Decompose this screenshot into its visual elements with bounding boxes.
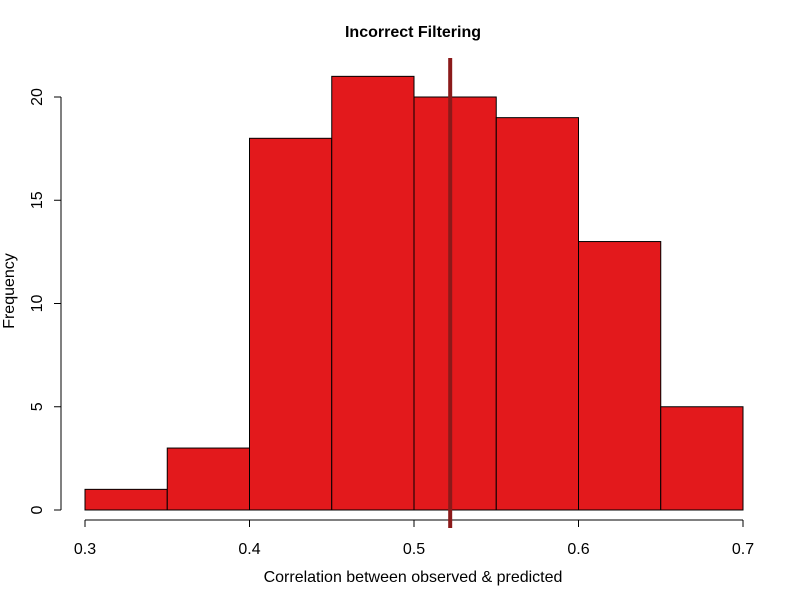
y-tick-label: 10 xyxy=(29,295,46,313)
histogram-bar-1 xyxy=(84,488,168,511)
histogram-bar-6 xyxy=(495,117,579,511)
histogram-bar-8 xyxy=(660,406,744,511)
chart-title: Incorrect Filtering xyxy=(345,24,481,41)
x-tick-label: 0.7 xyxy=(732,541,754,558)
histogram-bar-4 xyxy=(331,75,415,511)
histogram-bar-5 xyxy=(413,96,497,511)
bars-group xyxy=(84,75,744,511)
x-tick-label: 0.5 xyxy=(403,541,425,558)
x-axis-label: Correlation between observed & predicted xyxy=(264,569,563,586)
histogram-bar-7 xyxy=(578,241,662,511)
x-tick-label: 0.3 xyxy=(74,541,96,558)
x-axis: 0.3 0.4 0.5 0.6 0.7 xyxy=(74,519,754,558)
y-axis-label: Frequency xyxy=(1,253,18,329)
histogram-bar-2 xyxy=(166,447,250,511)
y-tick-label: 20 xyxy=(29,88,46,106)
histogram-bar-3 xyxy=(249,137,333,511)
y-tick-label: 5 xyxy=(29,402,46,411)
y-tick-label: 0 xyxy=(29,505,46,514)
y-axis: 0 5 10 15 20 xyxy=(29,88,62,514)
y-tick-label: 15 xyxy=(29,191,46,209)
x-tick-label: 0.4 xyxy=(238,541,260,558)
x-tick-label: 0.6 xyxy=(567,541,589,558)
